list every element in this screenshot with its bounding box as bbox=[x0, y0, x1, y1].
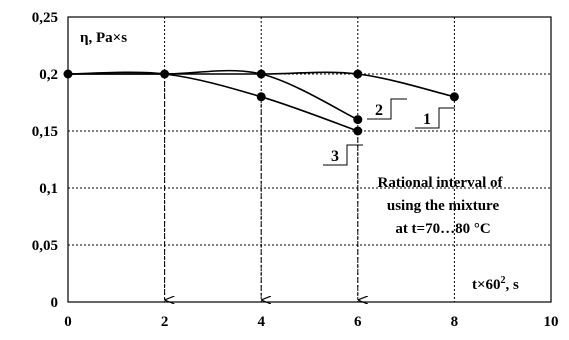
y-tick-label: 0,05 bbox=[32, 238, 58, 254]
x-tick-label: 2 bbox=[161, 314, 169, 330]
y-tick-label: 0,15 bbox=[32, 124, 58, 140]
y-tick-labels: 0 0,05 0,1 0,15 0,2 0,25 bbox=[32, 10, 58, 311]
series-1-leader bbox=[415, 107, 455, 129]
x-tick-label: 4 bbox=[257, 314, 265, 330]
x-tick-label: 8 bbox=[451, 314, 459, 330]
annotation: Rational interval of using the mixture a… bbox=[378, 175, 504, 237]
series-3-line bbox=[67, 71, 359, 132]
x-tick-label: 0 bbox=[64, 314, 72, 330]
series-2-line bbox=[68, 69, 359, 121]
annotation-line-3: at t=70…80 °C bbox=[395, 221, 490, 237]
data-point bbox=[353, 69, 363, 79]
data-point bbox=[256, 92, 266, 102]
y-axis-label: η, Pa×s bbox=[80, 30, 127, 46]
data-markers bbox=[63, 69, 459, 136]
series-3-callout: 3 bbox=[323, 144, 363, 166]
drop-lines bbox=[164, 74, 358, 300]
data-point bbox=[353, 115, 363, 125]
plot-frame bbox=[67, 16, 552, 303]
series-2-label: 2 bbox=[375, 102, 383, 119]
y-tick-label: 0,25 bbox=[32, 10, 58, 26]
annotation-line-2: using the mixture bbox=[387, 198, 500, 214]
x-axis-label: t×602, s bbox=[472, 275, 519, 293]
annotation-line-1: Rational interval of bbox=[378, 175, 504, 191]
y-tick-label: 0,1 bbox=[39, 181, 58, 197]
data-point bbox=[160, 69, 170, 79]
series-2-callout: 2 bbox=[367, 98, 407, 120]
series-3-leader bbox=[323, 144, 363, 166]
x-tick-label: 10 bbox=[544, 314, 559, 330]
series-2-leader bbox=[367, 98, 407, 120]
series-3-label: 3 bbox=[331, 148, 339, 165]
series-callouts: 1 2 3 bbox=[323, 98, 455, 166]
series-1-label: 1 bbox=[423, 111, 431, 128]
y-tick-label: 0,2 bbox=[39, 67, 58, 83]
x-tick-labels: 0 2 4 6 8 10 bbox=[64, 314, 558, 330]
data-point bbox=[449, 92, 459, 102]
series-1-callout: 1 bbox=[415, 107, 455, 129]
y-tick-label: 0 bbox=[51, 295, 59, 311]
data-point bbox=[63, 69, 73, 79]
x-tick-label: 6 bbox=[354, 314, 362, 330]
data-point bbox=[256, 69, 266, 79]
data-point bbox=[353, 126, 363, 136]
grid-lines bbox=[68, 17, 551, 302]
